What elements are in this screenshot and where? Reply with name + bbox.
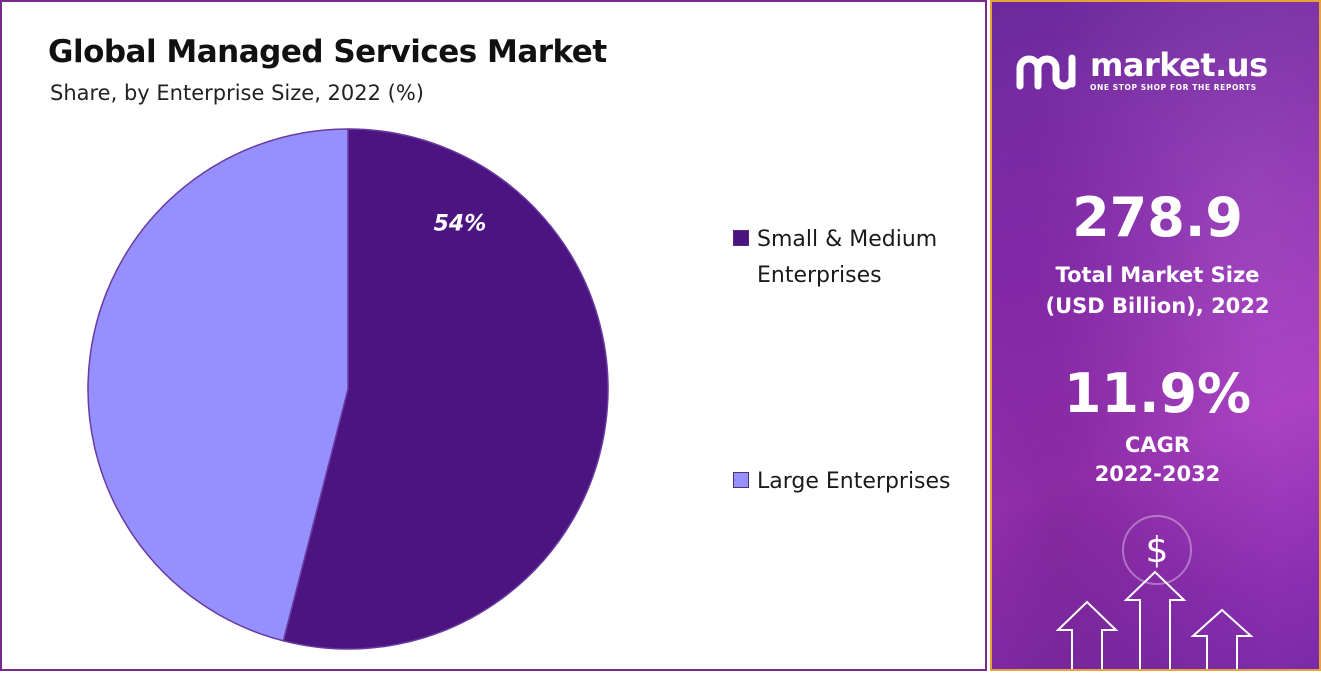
pie-slice-large-enterprises [87,128,349,642]
legend-label-line: Small & Medium [757,227,938,252]
brand-tagline: ONE STOP SHOP FOR THE REPORTS [1090,83,1257,92]
market-size-label-line2: (USD Billion), 2022 [1045,294,1270,318]
chart-title: Global Managed Services Market [48,34,607,70]
brand: market.us ONE STOP SHOP FOR THE REPORTS [1014,46,1268,94]
market-size-label-line1: Total Market Size [1055,263,1260,287]
legend-label-line: Enterprises [757,263,882,288]
legend-item-large: Large Enterprises [733,464,977,500]
legend-swatch-large [733,472,749,488]
legend-swatch-small-medium [733,230,749,246]
cagr-value: 11.9% [1063,362,1252,425]
legend-label-large: Large Enterprises [757,469,951,494]
dollar-symbol: $ [1146,530,1169,571]
pie-data-label: 54% [434,212,487,237]
market-us-logo-icon [1016,54,1076,90]
pie-slice-small-medium-enterprises [282,128,609,650]
brand-name: market.us [1090,46,1268,84]
cagr-period: 2022-2032 [1094,462,1221,486]
background-decoration [992,2,1319,669]
summary-panel: market.us ONE STOP SHOP FOR THE REPORTS … [990,0,1321,671]
chart-legend: Small & Medium Enterprises Large Enterpr… [733,222,983,522]
chart-panel: Global Managed Services Market Share, by… [0,0,987,671]
pie-chart: 54% [87,128,609,650]
cagr-label: CAGR [1124,433,1191,457]
chart-subtitle: Share, by Enterprise Size, 2022 (%) [50,81,425,105]
legend-label-small-medium: Small & Medium Enterprises [757,222,977,294]
growth-arrows-icon: $ [1055,515,1254,669]
legend-item-small-medium: Small & Medium Enterprises [733,222,977,294]
market-size-value: 278.9 [1072,186,1243,249]
